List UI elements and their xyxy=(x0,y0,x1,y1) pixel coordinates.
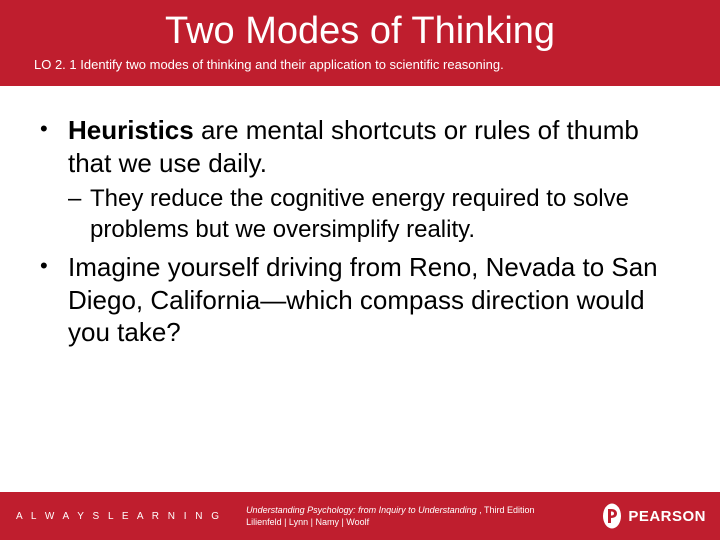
book-edition: , Third Edition xyxy=(477,505,535,515)
bullet-dot-icon: • xyxy=(40,114,68,179)
bullet-heuristics: • Heuristics are mental shortcuts or rul… xyxy=(40,114,680,179)
always-learning-tag: A L W A Y S L E A R N I N G xyxy=(16,511,222,522)
bullet-text: Imagine yourself driving from Reno, Neva… xyxy=(68,251,680,349)
pearson-logo: PEARSON xyxy=(602,503,706,529)
sub-bullet-cognitive: – They reduce the cognitive energy requi… xyxy=(68,183,680,245)
book-citation: Understanding Psychology: from Inquiry t… xyxy=(246,504,535,528)
slide: Two Modes of Thinking LO 2. 1 Identify t… xyxy=(0,0,720,540)
dash-icon: – xyxy=(68,183,90,245)
book-authors: Lilienfeld | Lynn | Namy | Woolf xyxy=(246,516,535,528)
sub-bullet-text: They reduce the cognitive energy require… xyxy=(90,183,680,245)
slide-title: Two Modes of Thinking xyxy=(30,10,690,53)
term-heuristics: Heuristics xyxy=(68,115,194,145)
bullet-imagine: • Imagine yourself driving from Reno, Ne… xyxy=(40,251,680,349)
pearson-wordmark: PEARSON xyxy=(628,508,706,525)
slide-body: • Heuristics are mental shortcuts or rul… xyxy=(0,86,720,492)
slide-footer: A L W A Y S L E A R N I N G Understandin… xyxy=(0,492,720,540)
bullet-dot-icon: • xyxy=(40,251,68,349)
slide-header: Two Modes of Thinking LO 2. 1 Identify t… xyxy=(0,0,720,86)
pearson-p-icon xyxy=(602,503,622,529)
book-title-italic: Understanding Psychology: from Inquiry t… xyxy=(246,505,477,515)
bullet-text: Heuristics are mental shortcuts or rules… xyxy=(68,114,680,179)
book-title-line: Understanding Psychology: from Inquiry t… xyxy=(246,504,535,516)
learning-objective: LO 2. 1 Identify two modes of thinking a… xyxy=(30,57,690,72)
